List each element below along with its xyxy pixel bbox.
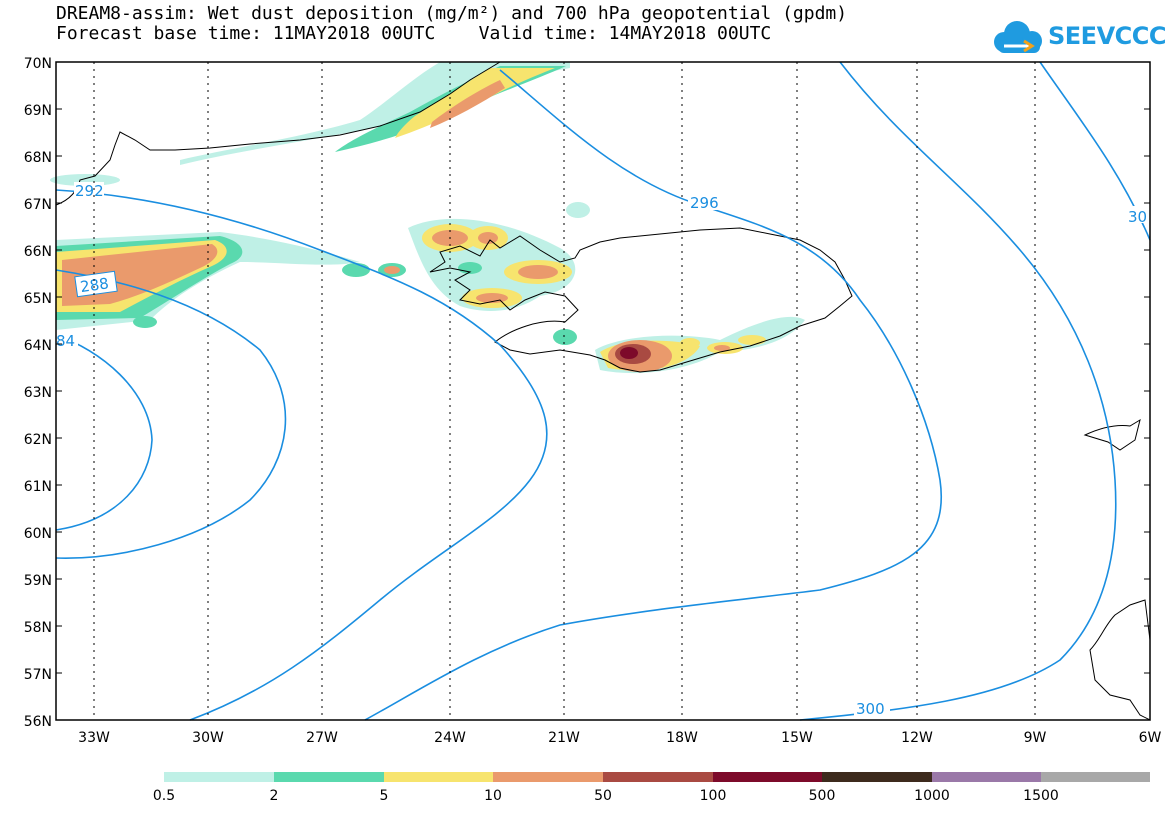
lon-label: 6W: [1139, 730, 1162, 746]
legend-label: 1500: [1023, 788, 1059, 804]
lon-label: 33W: [78, 730, 110, 746]
lat-label: 64N: [24, 338, 52, 354]
scotland-coast: [1089, 599, 1151, 721]
faroe-coast: [1083, 418, 1141, 451]
logo-text: SEEVCCC: [1048, 22, 1167, 50]
lat-label: 59N: [24, 573, 52, 589]
lon-label: 30W: [192, 730, 224, 746]
lat-ticks: [56, 61, 1150, 674]
legend-label: 1000: [914, 788, 950, 804]
lon-label: 9W: [1024, 730, 1047, 746]
legend-swatch: [713, 772, 822, 782]
legend-label: 2: [270, 788, 279, 804]
legend-label: 0.5: [153, 788, 175, 804]
lat-label: 57N: [24, 667, 52, 683]
contour-284: [55, 334, 153, 531]
legend-swatch: [603, 772, 713, 782]
lon-labels: 33W 30W 27W 24W 21W 18W 15W 12W 9W 6W: [78, 730, 1161, 746]
lat-label: 58N: [24, 620, 52, 636]
title-line-1: DREAM8-assim: Wet dust deposition (mg/m²…: [56, 3, 848, 24]
iceland-coast: [429, 227, 853, 373]
contour-label-296: 296: [690, 194, 719, 212]
legend-swatch: [1041, 772, 1150, 782]
lat-label: 68N: [24, 150, 52, 166]
lat-label: 66N: [24, 244, 52, 260]
legend-swatch: [384, 772, 493, 782]
legend-swatch: [164, 772, 274, 782]
legend-label: 50: [594, 788, 612, 804]
legend-labels: 0.5 2 5 10 50 100 500 1000 1500: [153, 788, 1059, 804]
lon-label: 27W: [306, 730, 338, 746]
contour-labels: 292 288 84 296 300 30: [56, 182, 1150, 718]
lat-label: 65N: [24, 291, 52, 307]
legend-swatch: [932, 772, 1041, 782]
legend-label: 10: [484, 788, 502, 804]
greenland-coast: [55, 61, 501, 206]
lat-label: 62N: [24, 432, 52, 448]
lat-label: 67N: [24, 197, 52, 213]
contour-300: [799, 61, 1117, 721]
contour-label-292: 292: [75, 182, 104, 200]
contour-label-288: 288: [79, 274, 110, 296]
coastlines: [55, 61, 1151, 721]
lat-label: 70N: [24, 56, 52, 72]
map-header: DREAM8-assim: Wet dust deposition (mg/m²…: [56, 4, 847, 44]
contour-288: [55, 269, 287, 559]
cloud-logo-icon: [994, 21, 1042, 53]
lat-label: 69N: [24, 103, 52, 119]
lat-label: 56N: [24, 714, 52, 730]
contour-label-300: 300: [856, 700, 885, 718]
lon-label: 24W: [434, 730, 466, 746]
title-line-2: Forecast base time: 11MAY2018 00UTC Vali…: [56, 23, 772, 44]
contour-292: [55, 189, 548, 721]
legend-label: 500: [809, 788, 836, 804]
lat-labels: 70N 69N 68N 67N 66N 65N 64N 63N 62N 61N …: [24, 56, 52, 730]
contour-label-304: 30: [1128, 208, 1147, 226]
lon-label: 18W: [666, 730, 698, 746]
legend-swatches: [164, 772, 1150, 782]
lat-label: 61N: [24, 479, 52, 495]
legend-swatch: [493, 772, 603, 782]
legend-swatch: [822, 772, 932, 782]
lat-label: 60N: [24, 526, 52, 542]
legend-label: 100: [700, 788, 727, 804]
legend-swatch: [274, 772, 384, 782]
graticule: [93, 62, 1036, 720]
lon-label: 12W: [901, 730, 933, 746]
lon-label: 21W: [548, 730, 580, 746]
lat-label: 63N: [24, 385, 52, 401]
lon-label: 15W: [781, 730, 813, 746]
dust-area-north-4: [430, 80, 505, 128]
legend-label: 5: [380, 788, 389, 804]
contour-label-284: 84: [56, 332, 75, 350]
